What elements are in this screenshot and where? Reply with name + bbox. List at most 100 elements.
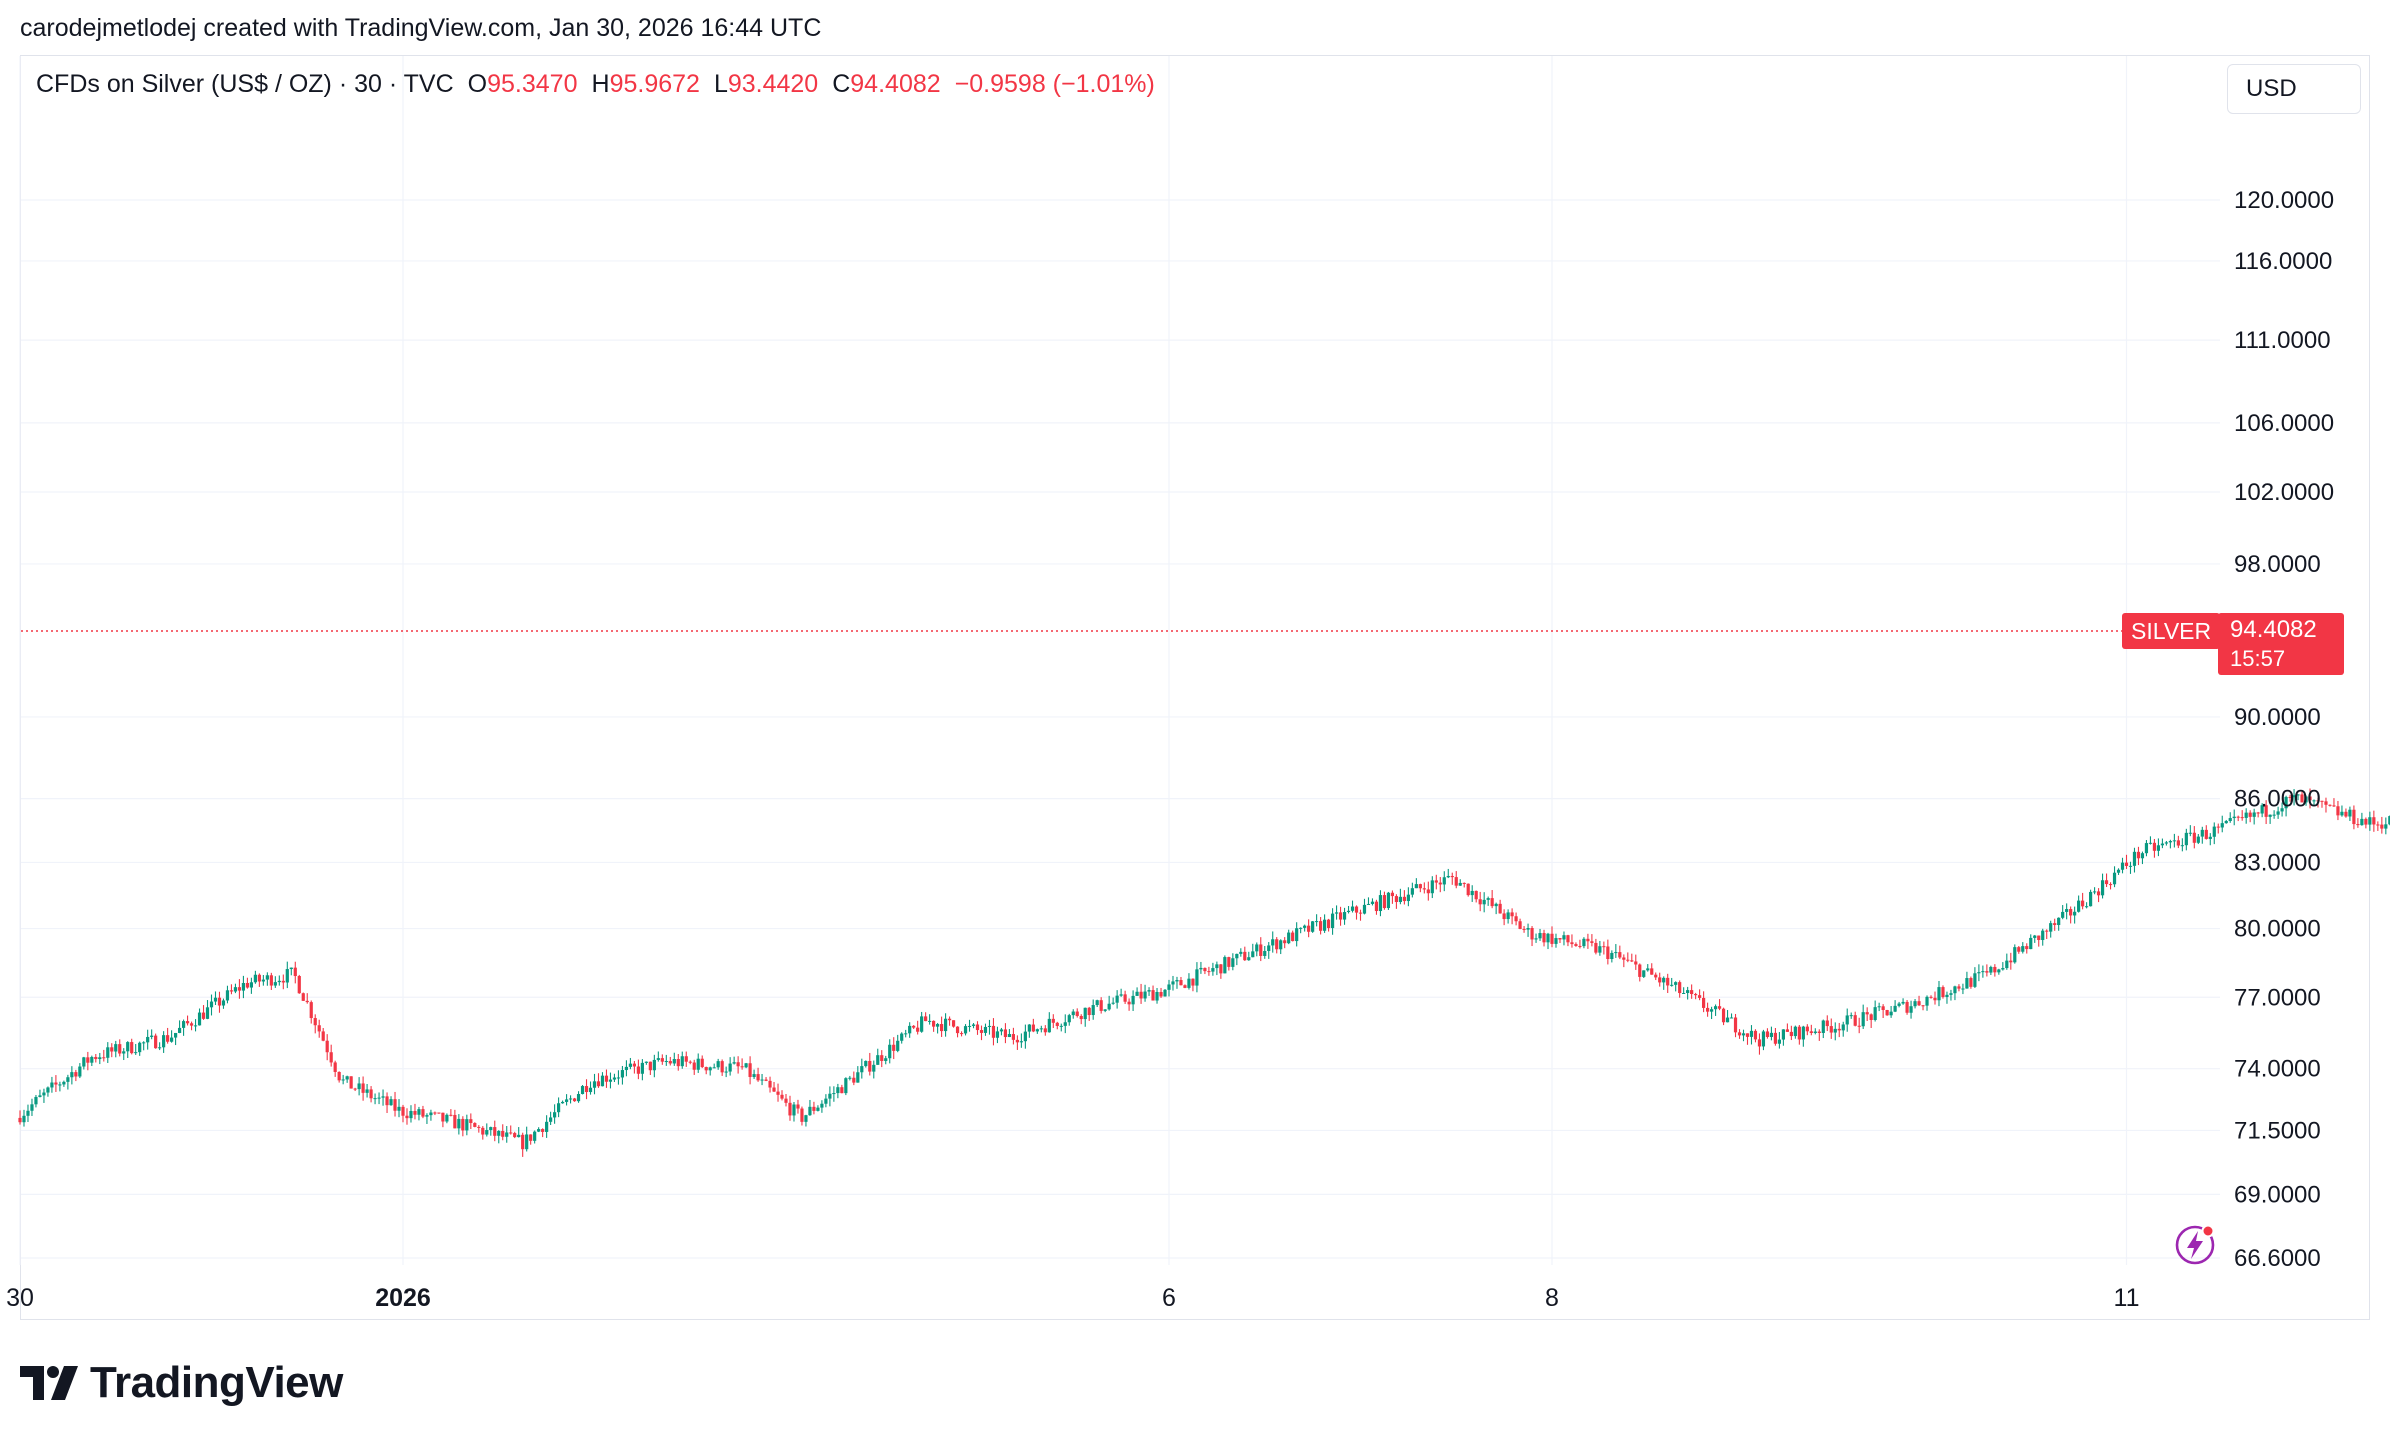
candle-body [1773,1032,1778,1044]
candle-body [126,1042,130,1052]
candle-body [537,1129,541,1132]
candle-body [2164,842,2168,844]
candle-body [1350,906,1355,911]
candle-body [1562,935,1566,940]
candle-body [668,1061,672,1064]
candle-body [170,1037,174,1042]
candle-body [1865,1012,1869,1015]
tradingview-logo[interactable]: TradingView [20,1358,343,1408]
candle-body [1307,925,1311,932]
candle-body [708,1067,712,1071]
candle-body [564,1099,569,1102]
candle-body [1849,1015,1853,1017]
candle-body [253,974,257,983]
candle-body [1793,1026,1797,1037]
candle-body [971,1024,976,1026]
candle-body [2041,930,2045,941]
candle-body [1889,1011,1893,1016]
candle-body [229,990,234,992]
candle-body [357,1083,361,1090]
tradingview-logo-icon [20,1366,78,1400]
candle-body [1031,1024,1035,1032]
lightning-bolt-icon[interactable] [2174,1220,2220,1266]
candle-body [1354,906,1359,913]
candle-body [1642,970,1646,977]
candle-body [1243,951,1247,961]
candle-body [963,1026,968,1034]
candle-body [975,1024,980,1031]
candle-body [369,1089,373,1099]
legend-open-value: 95.3470 [487,70,578,98]
candle-body [146,1036,150,1043]
candle-body [1111,1002,1115,1004]
candle-body [301,993,305,1001]
candle-body [1219,964,1223,974]
candle-body [437,1112,441,1114]
candle-body [1135,991,1139,996]
candle-body [1690,990,1694,995]
price-tick-label: 77.0000 [2234,984,2321,1011]
candle-body [1566,935,1570,943]
candle-body [1941,987,1945,997]
candle-body [1602,946,1606,948]
candle-body [999,1029,1004,1032]
candle-body [102,1057,106,1059]
candle-body [2073,911,2077,916]
candle-body [118,1044,122,1054]
currency-selector[interactable]: USD [2227,64,2361,114]
candle-body [904,1033,908,1035]
candles [18,788,2390,1157]
candle-body [1338,912,1343,920]
candle-body [46,1087,50,1093]
candle-body [2037,935,2041,941]
candle-body [776,1091,780,1095]
candle-body [1103,1009,1107,1011]
candle-body [836,1087,840,1094]
candle-body [820,1103,824,1108]
candle-body [1614,952,1618,954]
candle-body [2204,829,2208,839]
candle-body [189,1023,194,1026]
candle-body [880,1055,884,1061]
candle-body [860,1066,864,1073]
candle-body [2316,800,2320,802]
candle-body [620,1070,625,1078]
candle-body [1342,912,1347,920]
candle-body [936,1024,940,1027]
candle-body [142,1042,146,1044]
candle-body [1765,1031,1770,1037]
candle-body [166,1035,170,1042]
candle-body [951,1020,956,1027]
last-price-value: 94.4082 [2230,616,2317,643]
candle-body [1989,966,1993,973]
candle-body [1881,1006,1885,1011]
candle-body [397,1106,401,1111]
candle-body [1474,890,1478,900]
candle-body [812,1106,816,1111]
candle-body [1634,961,1638,965]
candle-body [345,1076,349,1080]
candle-body [138,1042,142,1053]
candle-body [361,1083,365,1093]
candle-body [134,1052,138,1054]
candle-body [2260,805,2264,814]
candle-body [329,1052,333,1063]
candle-body [78,1066,82,1077]
candle-body [1510,912,1514,917]
candle-body [1833,1028,1837,1033]
candle-body [676,1059,680,1067]
candle-body [2176,840,2180,846]
candle-body [2352,809,2356,825]
candle-body [1769,1032,1774,1037]
candle-body [249,982,253,988]
candle-body [612,1077,617,1080]
candle-body [305,1000,309,1003]
candle-body [2268,814,2272,817]
candle-body [1662,977,1666,983]
candle-body [580,1086,585,1095]
candle-body [1478,899,1482,905]
candle-body [201,1012,206,1019]
candle-body [744,1063,748,1068]
candle-body [1287,932,1291,944]
